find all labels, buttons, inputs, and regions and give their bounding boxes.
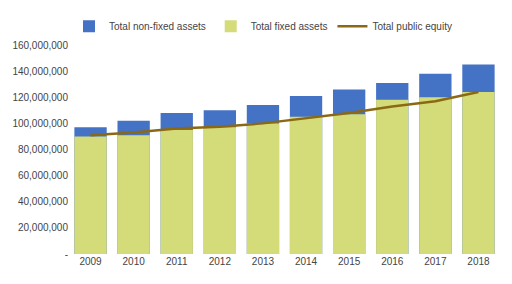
svg-text:60,000,000: 60,000,000 [18,170,68,181]
svg-text:2013: 2013 [252,256,275,267]
svg-text:2009: 2009 [79,256,102,267]
svg-text:20,000,000: 20,000,000 [18,222,68,233]
svg-text:Total non-fixed assets: Total non-fixed assets [109,21,206,32]
svg-text:2018: 2018 [467,256,490,267]
svg-text:Total fixed assets: Total fixed assets [251,21,328,32]
svg-text:120,000,000: 120,000,000 [12,92,68,103]
svg-text:160,000,000: 160,000,000 [12,40,68,51]
svg-text:2017: 2017 [424,256,447,267]
svg-text:-: - [65,249,68,260]
svg-text:80,000,000: 80,000,000 [18,144,68,155]
svg-text:2016: 2016 [381,256,404,267]
svg-text:Total public equity: Total public equity [372,21,452,32]
svg-text:2010: 2010 [123,256,146,267]
svg-text:2011: 2011 [166,256,188,267]
svg-text:140,000,000: 140,000,000 [12,66,68,77]
svg-text:2012: 2012 [209,256,232,267]
svg-text:2014: 2014 [295,256,318,267]
svg-text:40,000,000: 40,000,000 [18,196,68,207]
svg-text:100,000,000: 100,000,000 [12,118,68,129]
svg-text:2015: 2015 [338,256,361,267]
